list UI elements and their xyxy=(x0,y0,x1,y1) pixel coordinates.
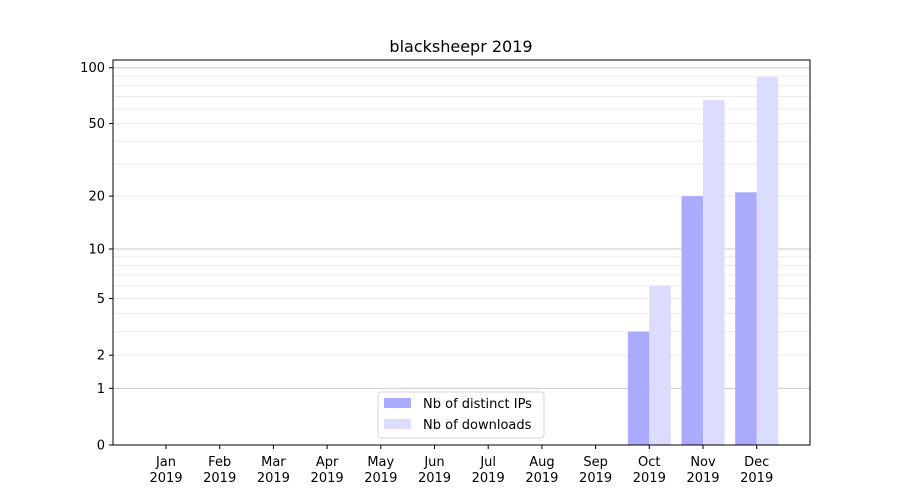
y-tick-label: 5 xyxy=(97,292,105,307)
x-tick-label: 2019 xyxy=(525,471,558,486)
x-tick-label: 2019 xyxy=(686,471,719,486)
bar-distinct-ips xyxy=(681,196,703,445)
y-tick-label: 1 xyxy=(97,382,105,397)
x-tick-label: 2019 xyxy=(149,471,182,486)
x-tick-label: Mar xyxy=(261,455,286,470)
x-tick-label: 2019 xyxy=(418,471,451,486)
y-tick-label: 2 xyxy=(97,349,105,364)
y-tick-label: 20 xyxy=(88,190,105,205)
x-tick-label: Aug xyxy=(529,455,554,470)
chart-title: blacksheepr 2019 xyxy=(389,37,532,56)
bar-downloads xyxy=(703,100,725,446)
x-tick-label: 2019 xyxy=(740,471,773,486)
bar-distinct-ips xyxy=(735,192,757,445)
x-tick-label: Sep xyxy=(583,455,608,470)
x-tick-label: 2019 xyxy=(472,471,505,486)
bar-downloads xyxy=(756,77,779,445)
bar-downloads xyxy=(649,285,671,445)
x-tick-label: Apr xyxy=(316,455,339,470)
y-tick-label: 100 xyxy=(80,61,105,76)
x-tick-label: 2019 xyxy=(257,471,290,486)
x-tick-label: 2019 xyxy=(579,471,612,486)
legend-swatch xyxy=(384,398,411,408)
plot-frame xyxy=(112,59,811,446)
x-tick-label: Feb xyxy=(208,455,231,470)
x-tick-label: Jun xyxy=(423,455,444,470)
x-tick-label: Oct xyxy=(638,455,660,470)
x-tick-label: 2019 xyxy=(633,471,666,486)
x-tick-label: 2019 xyxy=(203,471,236,486)
x-tick-label: May xyxy=(367,455,394,470)
x-tick-label: Jan xyxy=(155,455,176,470)
y-tick-label: 50 xyxy=(88,117,105,132)
legend-box xyxy=(377,391,545,439)
legend-swatch xyxy=(384,419,411,429)
x-tick-label: 2019 xyxy=(311,471,344,486)
bar-distinct-ips xyxy=(627,331,650,445)
x-tick-label: 2019 xyxy=(364,471,397,486)
x-tick-label: Nov xyxy=(690,455,716,470)
x-tick-label: Jul xyxy=(479,455,496,470)
x-tick-label: Dec xyxy=(744,455,769,470)
y-tick-label: 10 xyxy=(88,242,105,257)
y-tick-label: 0 xyxy=(97,439,105,454)
legend-label: Nb of distinct IPs xyxy=(423,397,532,412)
legend-label: Nb of downloads xyxy=(423,418,532,433)
